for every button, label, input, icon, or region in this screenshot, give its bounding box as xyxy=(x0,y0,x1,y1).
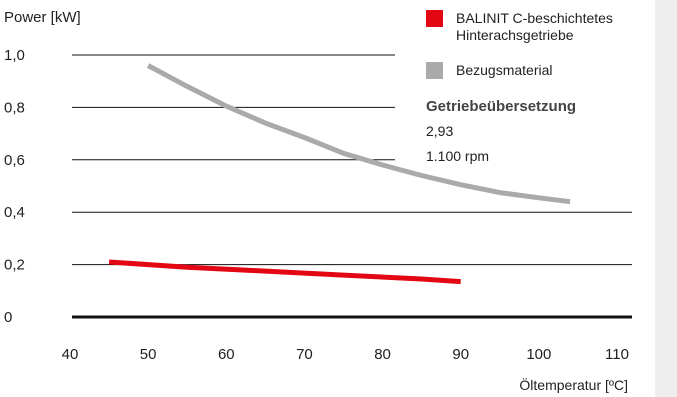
legend-label-balinit-line1: BALINIT C-beschichtetes xyxy=(456,10,613,26)
x-tick-label: 70 xyxy=(296,346,313,363)
x-tick-label: 60 xyxy=(218,346,235,363)
chart: 0 0,2 0,4 0,6 0,8 1,0 40 50 60 70 80 90 100 110 Powe… xyxy=(4,9,632,393)
annotation-rpm: 1.100 rpm xyxy=(426,148,489,164)
series-bezugsmaterial-line xyxy=(146,63,571,205)
x-tick-label: 100 xyxy=(526,346,551,363)
y-tick-label: 0,8 xyxy=(4,99,25,116)
y-tick-label: 0,4 xyxy=(4,204,25,221)
legend-swatch-bezugsmaterial xyxy=(426,62,443,79)
x-axis-label: Öltemperatur [ºC] xyxy=(519,376,628,393)
x-tick-label: 40 xyxy=(62,346,79,363)
legend-label-balinit-line2: Hinterachsgetriebe xyxy=(456,27,574,43)
gear-ratio-annotation: Getriebeübersetzung 2,93 1.100 rpm xyxy=(426,98,576,164)
y-tick-label: 0,2 xyxy=(4,257,25,274)
annotation-ratio: 2,93 xyxy=(426,123,453,139)
x-tick-label: 50 xyxy=(140,346,157,363)
legend: BALINIT C-beschichtetes Hinterachsgetrie… xyxy=(426,10,613,79)
y-tick-label: 0 xyxy=(4,309,12,326)
y-tick-label: 0,6 xyxy=(4,152,25,169)
side-panel xyxy=(655,0,677,397)
x-tick-label: 110 xyxy=(605,346,629,363)
x-tick-label: 80 xyxy=(374,346,391,363)
annotation-title: Getriebeübersetzung xyxy=(426,98,576,115)
x-tick-label: 90 xyxy=(452,346,469,363)
y-tick-label: 1,0 xyxy=(4,47,25,64)
y-axis-label: Power [kW] xyxy=(4,9,81,26)
legend-swatch-balinit xyxy=(426,10,443,27)
series-balinit-line xyxy=(108,259,461,285)
legend-label-bezugsmaterial: Bezugsmaterial xyxy=(456,62,553,78)
